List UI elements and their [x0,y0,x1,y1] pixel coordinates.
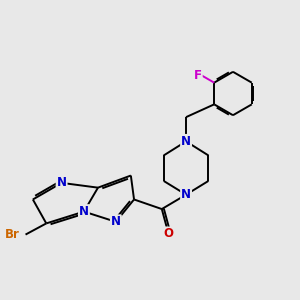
Text: N: N [79,205,89,218]
Text: N: N [181,188,191,201]
Text: N: N [57,176,67,189]
Text: N: N [111,215,121,228]
Text: N: N [181,135,191,148]
Text: Br: Br [5,228,20,241]
Text: O: O [164,227,173,240]
Text: F: F [194,69,202,82]
